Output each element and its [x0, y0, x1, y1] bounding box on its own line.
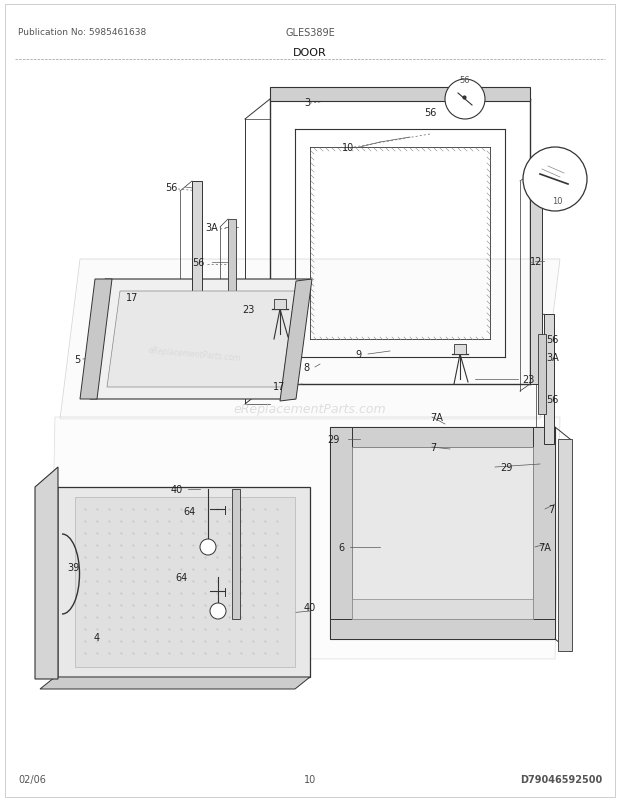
- Text: 56: 56: [459, 76, 471, 85]
- Bar: [330, 427, 352, 639]
- Text: 9: 9: [356, 350, 362, 359]
- Bar: [544, 314, 554, 444]
- Text: 17: 17: [126, 293, 138, 302]
- Bar: [270, 88, 530, 102]
- Bar: [192, 182, 202, 359]
- Text: 6: 6: [339, 542, 345, 553]
- Text: 7: 7: [430, 443, 436, 452]
- Bar: [330, 427, 555, 448]
- Polygon shape: [38, 488, 58, 677]
- Bar: [538, 334, 546, 415]
- Text: 5: 5: [74, 354, 80, 365]
- Bar: [232, 489, 240, 619]
- Text: eReplacementParts.com: eReplacementParts.com: [148, 346, 242, 363]
- Circle shape: [523, 148, 587, 212]
- Text: 64: 64: [175, 573, 188, 582]
- Bar: [530, 175, 542, 384]
- Text: 23: 23: [242, 305, 255, 314]
- Text: 4: 4: [94, 632, 100, 642]
- Circle shape: [445, 80, 485, 119]
- Polygon shape: [60, 260, 560, 419]
- Bar: [228, 220, 236, 350]
- Text: eReplacementParts.com: eReplacementParts.com: [234, 403, 386, 416]
- Text: 56: 56: [424, 107, 436, 118]
- Polygon shape: [40, 677, 310, 689]
- Text: 56: 56: [546, 334, 559, 345]
- Bar: [454, 345, 466, 354]
- Bar: [533, 427, 555, 639]
- Text: 56: 56: [546, 395, 559, 404]
- Text: 7A: 7A: [538, 542, 551, 553]
- Polygon shape: [330, 427, 555, 639]
- Text: DOOR: DOOR: [293, 48, 327, 58]
- Polygon shape: [55, 488, 310, 677]
- Text: 56: 56: [166, 183, 178, 192]
- Text: D79046592500: D79046592500: [520, 774, 602, 784]
- Text: 40: 40: [304, 602, 316, 612]
- Text: 17: 17: [273, 382, 285, 391]
- Circle shape: [210, 603, 226, 619]
- Text: 29: 29: [327, 435, 340, 444]
- Text: 3: 3: [304, 98, 310, 107]
- Text: 7: 7: [548, 504, 554, 514]
- Text: 10: 10: [552, 196, 562, 206]
- Text: 23: 23: [522, 375, 534, 384]
- Polygon shape: [35, 468, 58, 679]
- Text: 10: 10: [304, 774, 316, 784]
- Text: Publication No: 5985461638: Publication No: 5985461638: [18, 28, 146, 37]
- Text: 29: 29: [500, 463, 512, 472]
- Polygon shape: [80, 280, 112, 399]
- Polygon shape: [90, 280, 310, 399]
- Text: 56: 56: [193, 257, 205, 268]
- Text: 3A: 3A: [546, 353, 559, 363]
- Polygon shape: [50, 418, 560, 659]
- Text: 8: 8: [304, 363, 310, 373]
- Text: 02/06: 02/06: [18, 774, 46, 784]
- Bar: [274, 300, 286, 310]
- Text: 7A: 7A: [430, 412, 443, 423]
- Bar: [558, 439, 572, 651]
- Bar: [352, 448, 533, 619]
- Bar: [352, 599, 533, 619]
- Polygon shape: [280, 280, 312, 402]
- Text: 12: 12: [530, 257, 542, 267]
- Polygon shape: [107, 292, 295, 387]
- Polygon shape: [75, 497, 295, 667]
- Circle shape: [200, 539, 216, 555]
- Bar: [330, 619, 555, 639]
- Text: 64: 64: [184, 506, 196, 516]
- Text: 3A: 3A: [205, 223, 218, 233]
- Text: 40: 40: [170, 484, 183, 494]
- Text: 39: 39: [68, 562, 80, 573]
- Text: GLES389E: GLES389E: [285, 28, 335, 38]
- Text: 10: 10: [342, 143, 354, 153]
